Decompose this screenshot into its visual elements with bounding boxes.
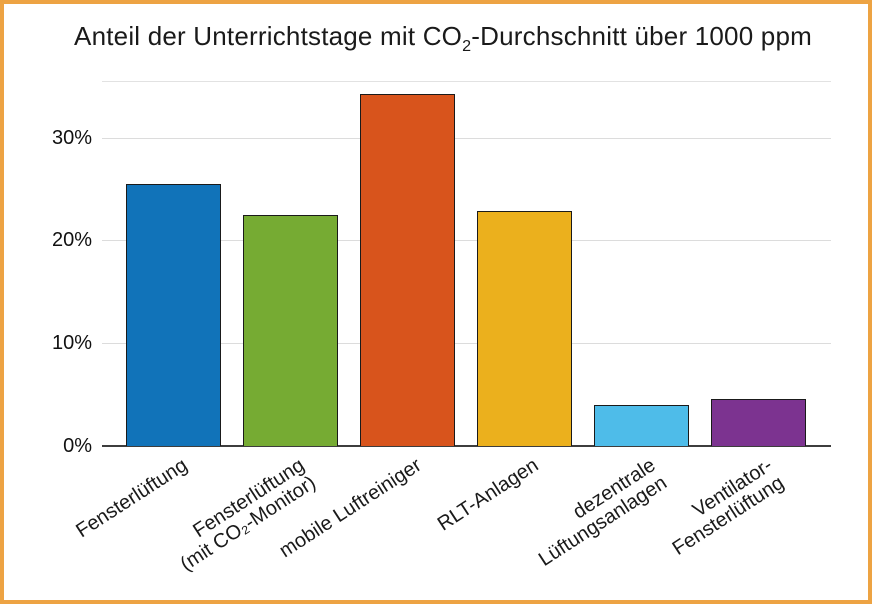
- bar-2: [360, 94, 455, 446]
- gridline-20: [102, 240, 831, 242]
- bar-0: [126, 183, 221, 446]
- x-tick-label-5: Ventilator- Fensterlüftung: [657, 454, 787, 560]
- chart-title-text: Anteil der Unterrichtstage mit CO: [74, 21, 463, 51]
- x-tick-label-line: RLT-Anlagen: [433, 454, 542, 536]
- plot-area: 0% 10% 20% 30% Fensterlüftung Fensterlüftung(…: [52, 81, 831, 576]
- gridline-10: [102, 343, 831, 345]
- y-tick-label-0: 0%: [63, 435, 92, 457]
- chart-title: Anteil der Unterrichtstage mit CO2-Durch…: [4, 21, 868, 56]
- x-axis-line: [102, 445, 831, 447]
- bar-4: [594, 404, 689, 446]
- x-tick-label-line: Fensterlüftung: [71, 454, 191, 543]
- x-tick-label-0: Fensterlüftung: [71, 454, 191, 543]
- gridline-30: [102, 137, 831, 139]
- y-tick-label-20: 20%: [51, 229, 92, 252]
- bar-3: [477, 210, 572, 446]
- x-tick-label-4: dezentrale Lüftungsanlagen: [523, 454, 670, 571]
- bar-5: [711, 398, 806, 446]
- chart-title-text-end: -Durchschnitt über 1000 ppm: [471, 21, 812, 51]
- y-tick-label-30: 30%: [51, 126, 92, 149]
- y-tick-label-10: 10%: [51, 332, 92, 355]
- chart-title-subscript: 2: [462, 37, 472, 56]
- x-tick-label-3: RLT-Anlagen: [433, 454, 542, 536]
- bar-1: [243, 214, 338, 446]
